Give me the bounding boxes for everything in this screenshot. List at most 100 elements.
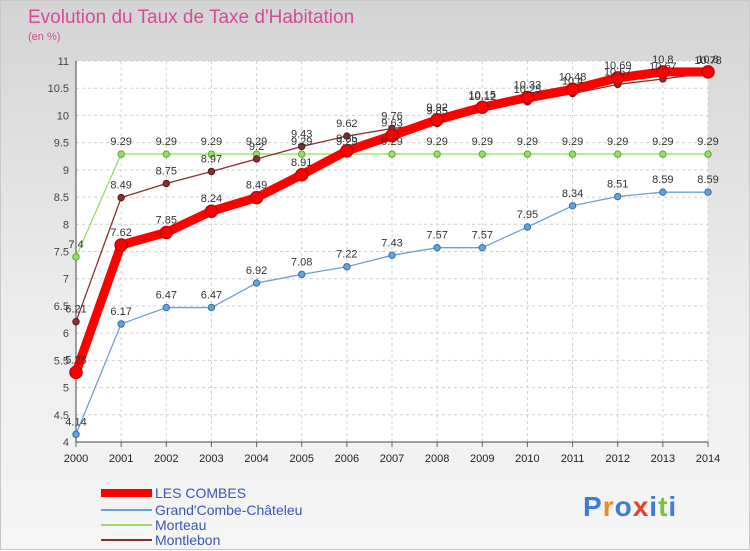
- data-label: 8.49: [110, 180, 131, 192]
- y-tick-label: 8.5: [54, 192, 69, 204]
- data-label: 9.29: [291, 136, 312, 148]
- data-point: [523, 150, 532, 158]
- data-label: 9.92: [426, 102, 447, 114]
- data-label: 8.91: [291, 157, 312, 169]
- data-point: [72, 430, 80, 439]
- data-label: 10.15: [469, 89, 497, 101]
- logo-letter: r: [602, 491, 615, 522]
- legend-label: Montlebon: [155, 532, 220, 548]
- data-point: [207, 167, 216, 176]
- data-label: 8.34: [562, 188, 583, 200]
- data-label: 9.29: [562, 136, 583, 148]
- data-label: 7.43: [381, 237, 402, 249]
- data-label: 8.49: [246, 180, 267, 192]
- data-point: [294, 168, 309, 182]
- data-point: [252, 155, 261, 163]
- x-tick-label: 2005: [289, 453, 313, 465]
- data-point: [523, 223, 532, 231]
- data-point: [249, 190, 264, 205]
- data-point: [207, 303, 216, 312]
- data-label: 9.76: [381, 110, 402, 122]
- data-point: [162, 179, 170, 188]
- y-tick-label: 7: [63, 274, 69, 286]
- data-label: 9.35: [336, 133, 357, 145]
- y-tick-label: 6.5: [54, 301, 69, 313]
- data-label: 10.69: [604, 60, 632, 72]
- logo-letter: x: [632, 491, 650, 522]
- data-point: [568, 150, 577, 158]
- data-label: 9.29: [381, 136, 402, 148]
- data-label: 6.47: [201, 290, 222, 302]
- data-label: 9.29: [426, 136, 447, 148]
- data-point: [117, 320, 125, 328]
- legend-label: Grand'Combe-Châteleu: [155, 502, 302, 518]
- data-point: [117, 193, 125, 202]
- data-point: [162, 303, 170, 312]
- data-point: [656, 65, 670, 79]
- data-point: [565, 82, 580, 97]
- data-label: 10.25: [514, 84, 542, 96]
- data-label: 7.62: [110, 227, 131, 239]
- data-label: 7.57: [426, 230, 447, 242]
- data-point: [298, 150, 306, 158]
- data-label: 9.29: [336, 136, 357, 148]
- data-label: 7.57: [472, 230, 493, 242]
- data-point: [478, 150, 486, 158]
- legend-label: Morteau: [155, 517, 206, 533]
- data-label: 6.17: [110, 306, 131, 318]
- data-point: [72, 253, 80, 261]
- y-tick-label: 9: [63, 165, 69, 177]
- y-tick-label: 4.5: [54, 410, 69, 422]
- data-point: [207, 150, 216, 158]
- data-label: 6.47: [156, 290, 177, 302]
- data-point: [614, 192, 622, 201]
- data-point: [204, 204, 219, 218]
- data-point: [614, 150, 622, 158]
- data-label: 10.8: [697, 54, 718, 66]
- y-tick-label: 8: [63, 219, 69, 231]
- y-tick-label: 5.5: [54, 355, 69, 367]
- data-point: [343, 263, 351, 271]
- data-point: [430, 113, 444, 127]
- proxiti-logo: Proxiti: [583, 491, 677, 523]
- y-tick-label: 10: [57, 110, 69, 122]
- data-point: [704, 188, 712, 196]
- data-point: [520, 90, 535, 105]
- x-tick-label: 2009: [470, 453, 494, 465]
- data-label: 9.29: [201, 136, 222, 148]
- data-point: [568, 202, 577, 210]
- data-point: [701, 65, 715, 79]
- x-tick-label: 2002: [154, 453, 178, 465]
- data-label: 9.29: [472, 136, 493, 148]
- y-tick-label: 9.5: [54, 138, 69, 150]
- data-label: 10.12: [469, 91, 497, 103]
- chart-subtitle: (en %): [28, 31, 61, 43]
- logo-letter: t: [658, 491, 669, 522]
- logo-letter: i: [668, 491, 678, 522]
- data-point: [610, 71, 625, 85]
- data-point: [114, 238, 128, 252]
- data-label: 9.29: [607, 136, 628, 148]
- data-label: 9.29: [697, 136, 718, 148]
- data-label: 9.29: [517, 136, 538, 148]
- x-tick-label: 2003: [199, 453, 223, 465]
- data-label: 9.62: [336, 118, 357, 130]
- data-label: 9.29: [246, 136, 267, 148]
- data-point: [117, 150, 125, 158]
- data-label: 9.43: [291, 128, 312, 140]
- logo-letter: P: [583, 491, 603, 522]
- data-point: [159, 225, 174, 240]
- plot-area: [76, 61, 708, 442]
- data-point: [433, 150, 441, 158]
- data-point: [69, 365, 83, 380]
- data-label: 7.22: [336, 249, 357, 261]
- data-label: 10.67: [649, 61, 677, 73]
- data-label: 4.14: [65, 416, 86, 428]
- data-label: 9.85: [426, 106, 447, 118]
- data-point: [433, 243, 441, 252]
- data-label: 6.92: [246, 265, 267, 277]
- x-tick-label: 2011: [561, 453, 585, 465]
- data-label: 10.48: [559, 71, 587, 83]
- data-point: [298, 142, 306, 151]
